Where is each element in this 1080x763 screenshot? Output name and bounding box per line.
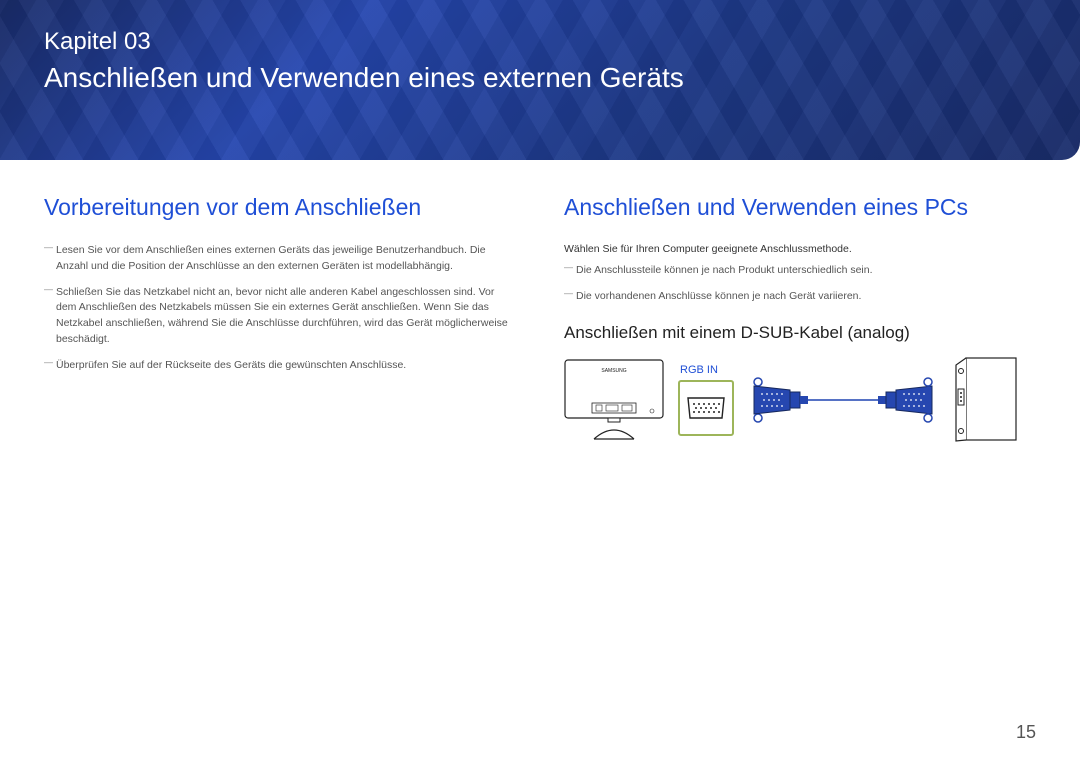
rgb-port-icon xyxy=(678,380,734,436)
port-label: RGB IN xyxy=(680,364,734,376)
note-item: Die vorhandenen Anschlüsse können je nac… xyxy=(564,289,1036,305)
port-block: RGB IN xyxy=(678,364,734,436)
note-item: Lesen Sie vor dem Anschließen eines exte… xyxy=(44,243,516,275)
right-intro: Wählen Sie für Ihren Computer geeignete … xyxy=(564,243,1036,255)
chapter-number: Kapitel 03 xyxy=(44,28,1036,56)
right-notes: Die Anschlussteile können je nach Produk… xyxy=(564,263,1036,305)
monitor-icon: SAMSUNG xyxy=(564,359,664,441)
left-column: Vorbereitungen vor dem Anschließen Lesen… xyxy=(44,194,516,443)
right-column: Anschließen und Verwenden eines PCs Wähl… xyxy=(564,194,1036,443)
chapter-title: Anschließen und Verwenden eines externen… xyxy=(44,62,1036,94)
connection-diagram: SAMSUNG RGB IN xyxy=(564,357,1036,443)
pc-tower-icon xyxy=(952,357,1018,443)
sub-heading: Anschließen mit einem D-SUB-Kabel (analo… xyxy=(564,323,1036,343)
svg-text:SAMSUNG: SAMSUNG xyxy=(601,368,626,374)
note-item: Schließen Sie das Netzkabel nicht an, be… xyxy=(44,285,516,348)
left-notes: Lesen Sie vor dem Anschließen eines exte… xyxy=(44,243,516,373)
page-number: 15 xyxy=(1016,722,1036,743)
dsub-cable-icon xyxy=(748,372,938,428)
note-item: Überprüfen Sie auf der Rückseite des Ger… xyxy=(44,358,516,374)
note-item: Die Anschlussteile können je nach Produk… xyxy=(564,263,1036,279)
left-heading: Vorbereitungen vor dem Anschließen xyxy=(44,194,516,221)
right-heading: Anschließen und Verwenden eines PCs xyxy=(564,194,1036,221)
chapter-banner: Kapitel 03 Anschließen und Verwenden ein… xyxy=(0,0,1080,160)
content-area: Vorbereitungen vor dem Anschließen Lesen… xyxy=(0,160,1080,443)
